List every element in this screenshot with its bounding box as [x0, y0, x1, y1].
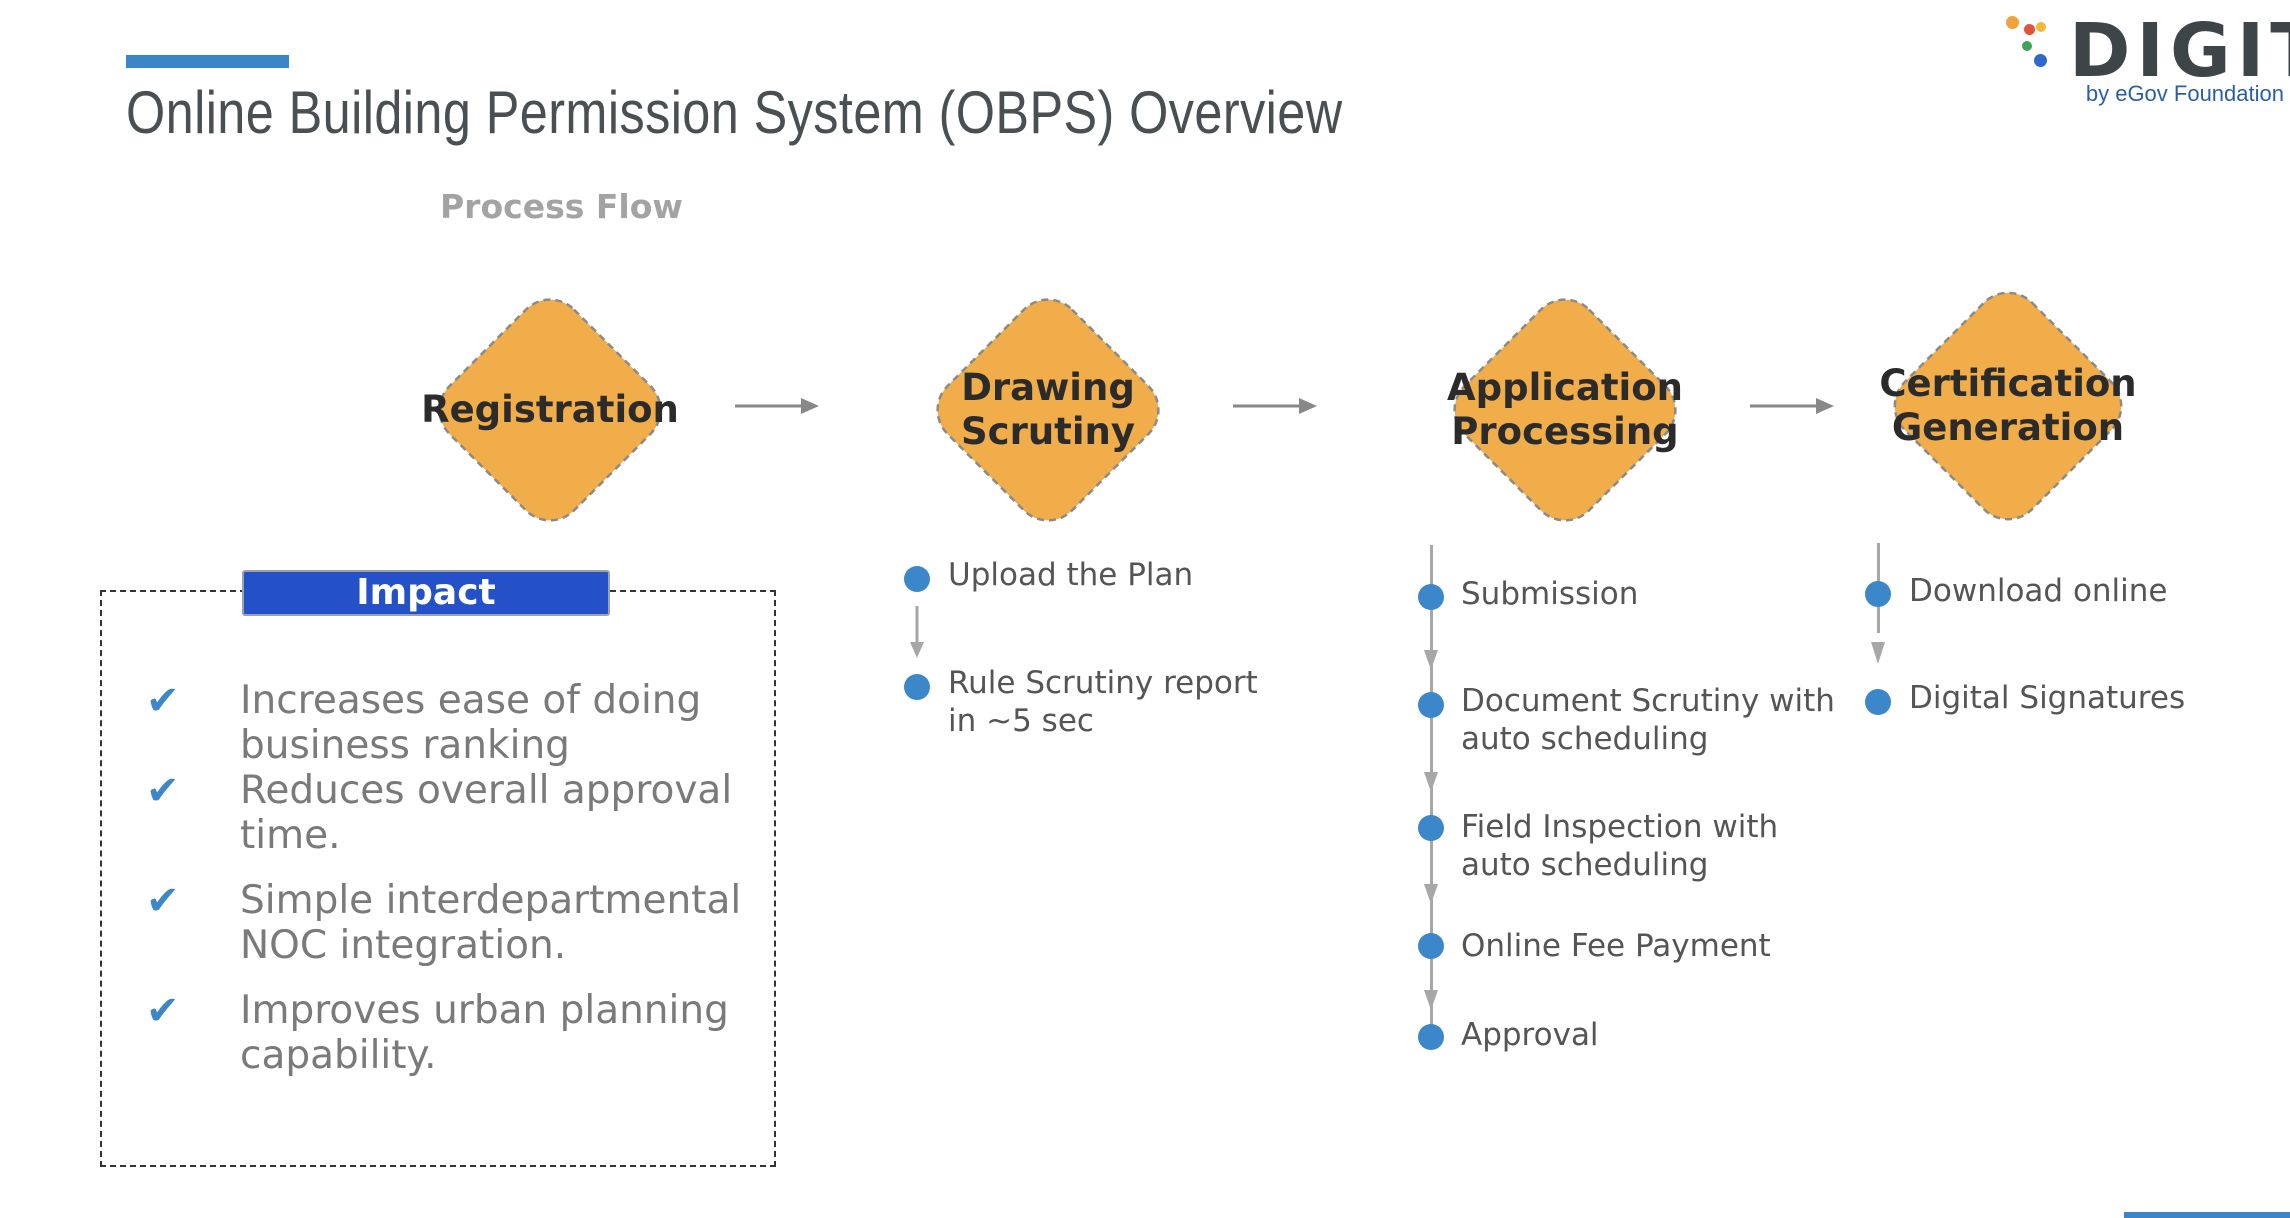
step-bullet [1865, 689, 1891, 715]
flow-arrow-2 [1233, 398, 1317, 414]
step-bullet [1418, 815, 1444, 841]
step-arrow [1424, 884, 1438, 904]
logo-dot-green [2022, 41, 2032, 51]
step-bullet [904, 674, 930, 700]
step-bullet [1418, 692, 1444, 718]
check-mark-icon: ✔ [146, 768, 180, 814]
step-bullet [1865, 581, 1891, 607]
step-arrow [1424, 650, 1438, 670]
flow-arrow-3 [1750, 398, 1834, 414]
logo-dot-yellow [2036, 22, 2046, 32]
step-bullet [1418, 1024, 1444, 1050]
stage-label: Certification Generation [1879, 361, 2137, 449]
stage-registration: Registration [400, 260, 700, 560]
diamond-shape [936, 298, 1160, 522]
diamond-shape [1453, 298, 1677, 522]
processing-step-field-inspection: Field Inspection with auto scheduling [1461, 809, 1779, 883]
step-arrow [1424, 990, 1438, 1010]
step-bullet [904, 566, 930, 592]
step-bullet [1418, 584, 1444, 610]
impact-heading: Impact [242, 570, 610, 616]
logo-dot-red [2024, 24, 2035, 35]
processing-step-fee-payment: Online Fee Payment [1461, 928, 1771, 964]
check-mark-icon: ✔ [146, 678, 180, 724]
stage-drawing-scrutiny: Drawing Scrutiny [898, 260, 1198, 560]
processing-step-document-scrutiny: Document Scrutiny with auto scheduling [1461, 683, 1835, 757]
step-arrow [910, 606, 924, 658]
page-title: Online Building Permission System (OBPS)… [126, 79, 1343, 146]
flow-arrow-1 [735, 398, 819, 414]
logo-dot-blue [2034, 54, 2047, 67]
logo-tagline: by eGov Foundation [2085, 81, 2284, 106]
stage-application-processing: Application Processing [1415, 260, 1715, 560]
stage-label: Drawing Scrutiny [961, 365, 1135, 453]
digit-logo: DIGIT by eGov Foundation [1994, 8, 2290, 108]
process-flow-heading: Process Flow [440, 187, 683, 226]
stage-certification-generation: Certification Generation [1858, 256, 2158, 556]
title-accent-bar [126, 55, 289, 68]
step-arrow [1871, 642, 1885, 664]
logo-wordmark: DIGIT [2069, 8, 2290, 94]
logo-dot-orange [2006, 16, 2019, 29]
stage-label: Registration [421, 387, 679, 431]
drawing-step-upload: Upload the Plan [948, 557, 1194, 593]
step-arrow [1424, 772, 1438, 792]
diamond-shape [1893, 291, 2123, 521]
step-bullet [1418, 933, 1444, 959]
impact-item: Improves urban planning capability. [240, 988, 729, 1078]
certification-step-signatures: Digital Signatures [1909, 680, 2186, 716]
check-mark-icon: ✔ [146, 878, 180, 924]
processing-step-approval: Approval [1461, 1017, 1599, 1053]
drawing-step-rule-scrutiny: Rule Scrutiny report in ~5 sec [948, 665, 1258, 739]
corner-accent-bar [2124, 1212, 2290, 1218]
check-mark-icon: ✔ [146, 988, 180, 1034]
impact-item: Simple interdepartmental NOC integration… [240, 878, 742, 968]
impact-item: Reduces overall approval time. [240, 768, 733, 858]
certification-step-download: Download online [1909, 573, 2168, 609]
impact-item: Increases ease of doing business ranking [240, 678, 702, 768]
processing-step-submission: Submission [1461, 576, 1639, 612]
diamond-shape [438, 298, 662, 522]
stage-label: Application Processing [1446, 365, 1683, 453]
